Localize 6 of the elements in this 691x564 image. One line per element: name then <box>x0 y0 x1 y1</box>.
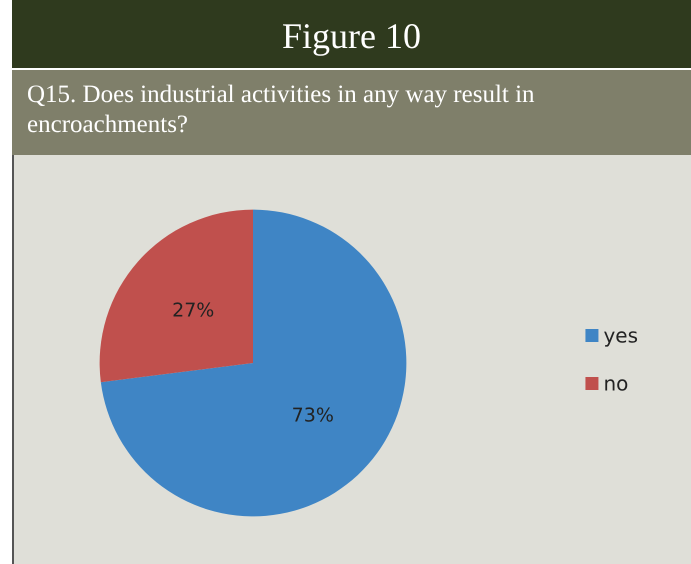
chart-subtitle: Q15. Does industrial activities in any way result in encroachments? <box>12 70 691 165</box>
legend-label: yes <box>603 324 638 348</box>
data-label: 73% <box>292 404 334 427</box>
chart-title: Figure 10 <box>12 0 691 68</box>
legend-label: no <box>603 372 628 396</box>
data-label: 27% <box>172 299 214 322</box>
